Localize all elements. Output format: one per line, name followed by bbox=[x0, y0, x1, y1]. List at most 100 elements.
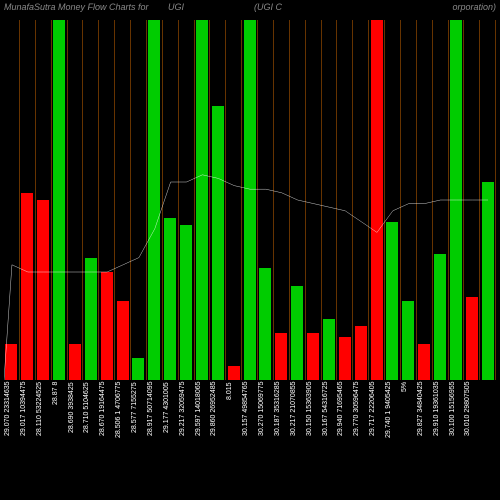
x-axis-label: 30.010 29807505 bbox=[464, 382, 480, 500]
x-axis-label: 28.710 5104625 bbox=[83, 382, 99, 500]
x-axis-labels: 29.070 2331463529.017 1039447528.110 532… bbox=[4, 382, 496, 500]
x-axis-label: 29.940 71695465 bbox=[337, 382, 353, 500]
bar-slot bbox=[337, 20, 353, 380]
x-axis-label: 28.506 1 4706775 bbox=[115, 382, 131, 500]
x-axis-label: 29.177 4301005 bbox=[163, 382, 179, 500]
x-axis-label: 28.87 8 bbox=[52, 382, 68, 500]
bar-slot bbox=[179, 20, 195, 380]
positive-bar bbox=[85, 258, 97, 380]
negative-bar bbox=[101, 272, 113, 380]
x-axis-label: 5% bbox=[401, 382, 417, 500]
positive-bar bbox=[180, 225, 192, 380]
positive-bar bbox=[132, 358, 144, 380]
positive-bar bbox=[259, 268, 271, 380]
bar-slot bbox=[433, 20, 449, 380]
bar-slot bbox=[417, 20, 433, 380]
bar-slot bbox=[385, 20, 401, 380]
x-axis-label: 29.717 22206405 bbox=[369, 382, 385, 500]
negative-bar bbox=[466, 297, 478, 380]
positive-bar bbox=[53, 20, 65, 380]
negative-bar bbox=[355, 326, 367, 380]
x-axis-label: 30.217 21070855 bbox=[290, 382, 306, 500]
money-flow-chart bbox=[4, 20, 496, 380]
negative-bar bbox=[275, 333, 287, 380]
bar-slot bbox=[147, 20, 163, 380]
bar-slot bbox=[353, 20, 369, 380]
bar-slot bbox=[464, 20, 480, 380]
negative-bar bbox=[21, 193, 33, 380]
bar-slot bbox=[68, 20, 84, 380]
header-source: MunafaSutra Money Flow Charts for bbox=[4, 2, 149, 12]
negative-bar bbox=[117, 301, 129, 380]
x-axis-label: 29.070 23314635 bbox=[4, 382, 20, 500]
negative-bar bbox=[228, 366, 240, 380]
x-axis-label: 28.690 3938425 bbox=[68, 382, 84, 500]
x-axis-label: 30.187 35316285 bbox=[274, 382, 290, 500]
positive-bar bbox=[148, 20, 160, 380]
positive-bar bbox=[244, 20, 256, 380]
x-axis-label: 30.150 15363905 bbox=[306, 382, 322, 500]
bar-slot bbox=[226, 20, 242, 380]
negative-bar bbox=[5, 344, 17, 380]
bar-slot bbox=[20, 20, 36, 380]
bar-slot bbox=[36, 20, 52, 380]
x-axis-label: 29.770 30596475 bbox=[353, 382, 369, 500]
bar-slot bbox=[322, 20, 338, 380]
bar-slot bbox=[99, 20, 115, 380]
negative-bar bbox=[339, 337, 351, 380]
bar-slot bbox=[480, 20, 496, 380]
positive-bar bbox=[434, 254, 446, 380]
negative-bar bbox=[371, 20, 383, 380]
negative-bar bbox=[37, 200, 49, 380]
x-axis-label: 28.110 53224525 bbox=[36, 382, 52, 500]
positive-bar bbox=[386, 222, 398, 380]
bar-slot bbox=[290, 20, 306, 380]
x-axis-label: 28.577 7155275 bbox=[131, 382, 147, 500]
positive-bar bbox=[402, 301, 414, 380]
x-axis-label: 30.100 15156955 bbox=[449, 382, 465, 500]
x-axis-label: 29.910 19361035 bbox=[433, 382, 449, 500]
positive-bar bbox=[291, 286, 303, 380]
x-axis-label: 29.740 1 9405425 bbox=[385, 382, 401, 500]
positive-bar bbox=[212, 106, 224, 380]
x-axis-label: 30.270 15069775 bbox=[258, 382, 274, 500]
bar-slot bbox=[369, 20, 385, 380]
x-axis-label: 28.670 19164475 bbox=[99, 382, 115, 500]
positive-bar bbox=[450, 20, 462, 380]
bar-slot bbox=[52, 20, 68, 380]
bar-slot bbox=[131, 20, 147, 380]
x-axis-label: 8.015 bbox=[226, 382, 242, 500]
x-axis-label: 30.167 54316725 bbox=[322, 382, 338, 500]
negative-bar bbox=[69, 344, 81, 380]
bar-slot bbox=[258, 20, 274, 380]
positive-bar bbox=[164, 218, 176, 380]
x-axis-label: 29.827 34840425 bbox=[417, 382, 433, 500]
positive-bar bbox=[196, 20, 208, 380]
bar-slot bbox=[449, 20, 465, 380]
positive-bar bbox=[482, 182, 494, 380]
bar-slot bbox=[210, 20, 226, 380]
x-axis-label: 28.917 50714095 bbox=[147, 382, 163, 500]
negative-bar bbox=[418, 344, 430, 380]
negative-bar bbox=[307, 333, 319, 380]
bar-slot bbox=[401, 20, 417, 380]
x-axis-label: 29.217 32059475 bbox=[179, 382, 195, 500]
header-ticker: UGI bbox=[168, 2, 184, 12]
x-axis-label: 29.860 26952485 bbox=[210, 382, 226, 500]
x-axis-label bbox=[480, 382, 496, 500]
bar-slot bbox=[115, 20, 131, 380]
x-axis-label: 30.157 49854765 bbox=[242, 382, 258, 500]
bar-slot bbox=[306, 20, 322, 380]
bar-slot bbox=[242, 20, 258, 380]
bar-slot bbox=[83, 20, 99, 380]
bar-slot bbox=[195, 20, 211, 380]
header-company-part1: (UGI C bbox=[254, 2, 282, 12]
bar-slot bbox=[4, 20, 20, 380]
positive-bar bbox=[323, 319, 335, 380]
x-axis-label: 29.017 10394475 bbox=[20, 382, 36, 500]
bar-slot bbox=[274, 20, 290, 380]
x-axis-label: 29.597 14018065 bbox=[195, 382, 211, 500]
header-company-part2: orporation) bbox=[452, 2, 496, 12]
bar-container bbox=[4, 20, 496, 380]
bar-slot bbox=[163, 20, 179, 380]
